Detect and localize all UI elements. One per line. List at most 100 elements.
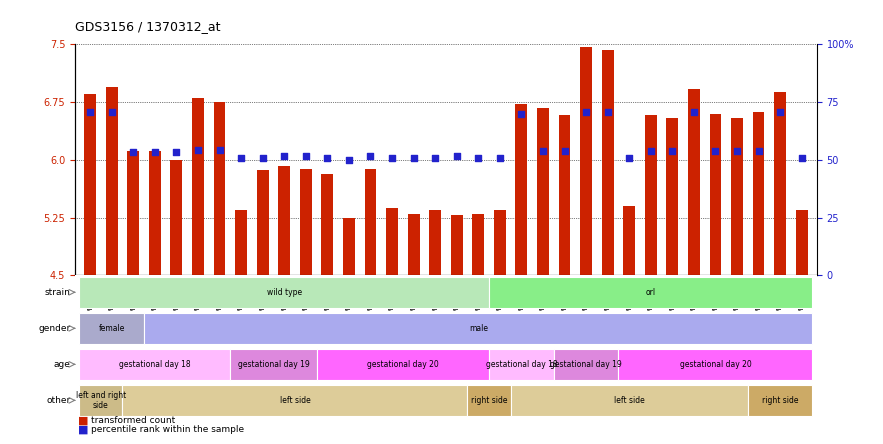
Bar — [618, 349, 812, 380]
Point — [687, 109, 701, 116]
Bar — [278, 166, 291, 275]
Bar — [537, 107, 549, 275]
Point — [536, 147, 550, 154]
Text: male: male — [469, 324, 487, 333]
Bar — [731, 118, 743, 275]
Point — [213, 146, 227, 153]
Text: wild type: wild type — [267, 288, 302, 297]
Bar — [667, 118, 678, 275]
Text: gestational day 19: gestational day 19 — [238, 360, 309, 369]
Bar — [230, 349, 316, 380]
Point — [170, 149, 184, 156]
Text: gender: gender — [38, 324, 71, 333]
Point — [600, 109, 615, 116]
Text: gestational day 19: gestational day 19 — [550, 360, 622, 369]
Bar — [467, 385, 510, 416]
Bar — [386, 207, 398, 275]
Bar — [489, 277, 812, 308]
Point — [665, 147, 679, 154]
Bar — [450, 215, 463, 275]
Point — [773, 109, 787, 116]
Text: GDS3156 / 1370312_at: GDS3156 / 1370312_at — [75, 20, 221, 33]
Bar — [79, 313, 144, 344]
Point — [385, 155, 399, 162]
Bar — [510, 385, 748, 416]
Point — [255, 155, 269, 162]
Bar — [774, 92, 786, 275]
Text: gestational day 18: gestational day 18 — [486, 360, 557, 369]
Bar — [796, 210, 808, 275]
Bar — [601, 50, 614, 275]
Bar — [106, 87, 117, 275]
Text: left side: left side — [614, 396, 645, 405]
Bar — [257, 170, 268, 275]
Point — [514, 110, 528, 117]
Text: right side: right side — [471, 396, 508, 405]
Text: other: other — [46, 396, 71, 405]
Text: transformed count: transformed count — [91, 416, 175, 425]
Point — [708, 147, 722, 154]
Point — [321, 155, 335, 162]
Bar — [316, 349, 489, 380]
Text: strain: strain — [45, 288, 71, 297]
Point — [83, 109, 97, 116]
Bar — [554, 349, 618, 380]
Bar — [494, 210, 506, 275]
Text: ■: ■ — [78, 424, 88, 434]
Text: female: female — [99, 324, 125, 333]
Bar — [300, 169, 312, 275]
Point — [342, 156, 356, 163]
Bar — [79, 385, 123, 416]
Point — [623, 155, 637, 162]
Bar — [710, 114, 721, 275]
Bar — [748, 385, 812, 416]
Point — [406, 155, 420, 162]
Point — [105, 109, 119, 116]
Text: ■: ■ — [78, 416, 88, 426]
Point — [277, 152, 291, 159]
Text: orl: orl — [645, 288, 656, 297]
Bar — [192, 98, 204, 275]
Bar — [149, 151, 161, 275]
Point — [730, 147, 744, 154]
Text: gestational day 18: gestational day 18 — [119, 360, 191, 369]
Bar — [84, 95, 96, 275]
Point — [234, 155, 248, 162]
Text: left and right
side: left and right side — [76, 391, 126, 410]
Point — [298, 152, 313, 159]
Bar — [559, 115, 570, 275]
Bar — [321, 174, 333, 275]
Text: gestational day 20: gestational day 20 — [367, 360, 439, 369]
Bar — [365, 169, 376, 275]
Bar — [472, 214, 484, 275]
Bar — [645, 115, 657, 275]
Text: percentile rank within the sample: percentile rank within the sample — [91, 425, 244, 434]
Point — [126, 149, 140, 156]
Point — [751, 147, 766, 154]
Point — [364, 152, 378, 159]
Point — [428, 155, 442, 162]
Bar — [429, 210, 442, 275]
Point — [579, 109, 593, 116]
Point — [493, 155, 507, 162]
Point — [147, 149, 162, 156]
Point — [795, 155, 809, 162]
Bar — [516, 104, 527, 275]
Bar — [170, 160, 182, 275]
Bar — [214, 102, 225, 275]
Text: age: age — [54, 360, 71, 369]
Point — [472, 155, 486, 162]
Point — [557, 147, 571, 154]
Bar — [623, 206, 635, 275]
Bar — [580, 47, 592, 275]
Text: right side: right side — [762, 396, 798, 405]
Bar — [688, 89, 700, 275]
Text: left side: left side — [280, 396, 310, 405]
Bar — [235, 210, 247, 275]
Bar — [489, 349, 554, 380]
Bar — [123, 385, 467, 416]
Text: gestational day 20: gestational day 20 — [680, 360, 751, 369]
Point — [191, 146, 205, 153]
Point — [449, 152, 464, 159]
Bar — [127, 151, 140, 275]
